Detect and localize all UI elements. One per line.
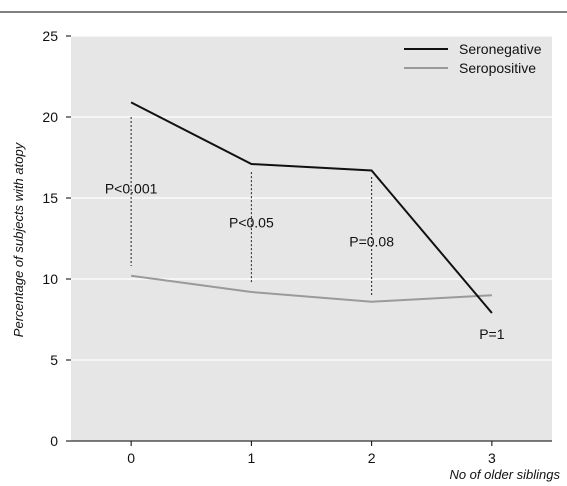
y-tick-label: 15 (42, 190, 58, 206)
series-line-seropositive (130, 274, 492, 303)
x-tick-label: 2 (368, 450, 376, 466)
legend-label: Seronegative (459, 41, 542, 57)
p-value-label: P=0.08 (349, 234, 394, 250)
x-tick-label: 0 (127, 450, 135, 466)
y-axis-title: Percentage of subjects with atopy (11, 141, 26, 337)
annotations: P<0.001 P<0.05 P=0.08 P=1 (105, 117, 505, 342)
y-tick-label: 0 (50, 433, 58, 449)
y-tick-label: 5 (50, 352, 58, 368)
series-group (130, 101, 493, 314)
legend-label: Seropositive (459, 60, 536, 76)
y-tick-label: 20 (42, 109, 58, 125)
legend: Seronegative Seropositive (404, 41, 542, 76)
y-tick-label: 10 (42, 271, 58, 287)
series-line-seronegative (130, 101, 493, 314)
x-axis-title: No of older siblings (449, 467, 560, 482)
p-value-label: P=1 (479, 326, 505, 342)
p-value-label: P<0.001 (105, 180, 158, 196)
x-tick-label: 1 (247, 450, 255, 466)
x-tick-label: 3 (488, 450, 496, 466)
y-axis: 0 5 10 15 20 25 (42, 28, 71, 449)
p-value-label: P<0.05 (229, 214, 274, 230)
plot-area (71, 36, 552, 441)
y-tick-label: 25 (42, 28, 58, 44)
x-axis: 0 1 2 3 (127, 441, 496, 466)
